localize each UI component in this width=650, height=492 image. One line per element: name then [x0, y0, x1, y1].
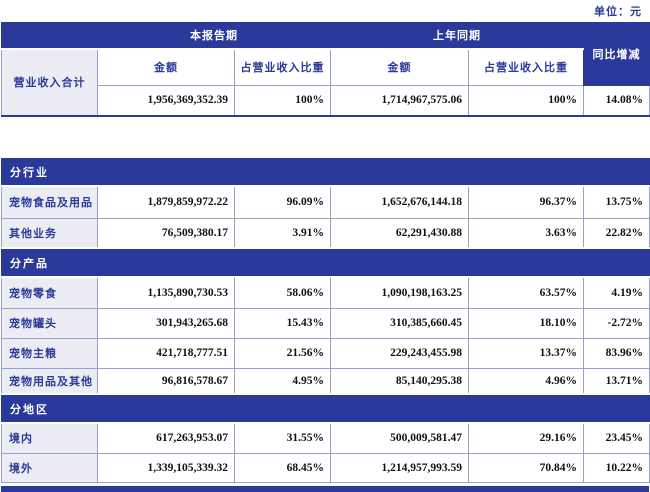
row-label: 宠物用品及其他: [1, 367, 98, 395]
row-label: 其他业务: [1, 217, 98, 249]
current-amount-cell: 76,509,380.17: [97, 217, 235, 249]
current-pct-cell: 3.91%: [234, 217, 331, 249]
table-row: 宠物罐头 301,943,265.68 15.43% 310,385,660.4…: [1, 307, 650, 339]
row-label: 境外: [1, 452, 98, 483]
row-label: 宠物食品及用品: [1, 185, 98, 219]
current-amount-cell: 1,956,369,352.39: [97, 85, 235, 116]
prior-amount-cell: 62,291,430.88: [330, 217, 469, 249]
prior-amount-cell: 1,714,967,575.06: [330, 85, 469, 116]
unit-label: 单位：元: [594, 6, 642, 18]
prior-pct-cell: 29.16%: [468, 422, 584, 454]
pct-header-prior: 占营业收入比重: [468, 47, 584, 86]
yoy-cell: -2.72%: [583, 307, 650, 339]
row-label: 宠物罐头: [1, 307, 98, 339]
current-pct-cell: 96.09%: [234, 185, 331, 219]
prior-amount-cell: 229,243,455.98: [330, 337, 469, 369]
current-amount-cell: 1,339,105,339.32: [97, 452, 235, 483]
section-header-region: 分地区: [1, 393, 650, 424]
current-amount-cell: 301,943,265.68: [97, 307, 235, 339]
current-amount-cell: 617,263,953.07: [97, 422, 235, 454]
table-row: 宠物主粮 421,718,777.51 21.56% 229,243,455.9…: [1, 337, 650, 369]
prior-amount-cell: 1,214,957,993.59: [330, 452, 469, 483]
current-pct-cell: 31.55%: [234, 422, 331, 454]
current-pct-cell: 15.43%: [234, 307, 331, 339]
current-pct-cell: 68.45%: [234, 452, 331, 483]
table-row: 境内 617,263,953.07 31.55% 500,009,581.47 …: [1, 422, 650, 454]
corner-cell: [1, 22, 98, 49]
prior-amount-cell: 1,090,198,163.25: [330, 276, 469, 309]
prior-amount-cell: 500,009,581.47: [330, 422, 469, 454]
current-period-header: 本报告期: [97, 22, 331, 50]
summary-table: 本报告期 上年同期 同比增减 营业收入合计 金额 占营业收入比重 金额 占营业收…: [1, 22, 650, 117]
yoy-cell: 10.22%: [583, 452, 650, 483]
prior-amount-cell: 310,385,660.45: [330, 307, 469, 339]
table-row: 其他业务 76,509,380.17 3.91% 62,291,430.88 3…: [1, 217, 650, 249]
current-amount-cell: 421,718,777.51: [97, 337, 235, 369]
prior-pct-cell: 63.57%: [468, 276, 584, 309]
section-title: 分行业: [1, 158, 650, 187]
row-label: 宠物主粮: [1, 337, 98, 369]
table-row: 宠物食品及用品 1,879,859,972.22 96.09% 1,652,67…: [1, 185, 650, 219]
current-amount-cell: 1,879,859,972.22: [97, 185, 235, 219]
prior-pct-cell: 3.63%: [468, 217, 584, 249]
section-title: 分产品: [1, 247, 650, 278]
yoy-cell: 4.19%: [583, 276, 650, 309]
summary-data-row: 1,956,369,352.39 100% 1,714,967,575.06 1…: [2, 85, 650, 116]
prior-pct-cell: 100%: [468, 85, 584, 116]
yoy-cell: 14.08%: [583, 85, 650, 116]
current-pct-cell: 21.56%: [234, 337, 331, 369]
current-amount-cell: 96,816,578.67: [97, 367, 235, 395]
yoy-cell: 13.75%: [583, 185, 650, 219]
next-section-bar-cutoff: [1, 486, 649, 492]
section-title: 分地区: [1, 393, 650, 424]
current-pct-cell: 100%: [234, 85, 331, 116]
yoy-cell: 83.96%: [583, 337, 650, 369]
yoy-change-header: 同比增减: [583, 22, 650, 86]
table-row: 境外 1,339,105,339.32 68.45% 1,214,957,993…: [1, 452, 650, 483]
pct-header-current: 占营业收入比重: [234, 47, 331, 86]
summary-header-row: 本报告期 上年同期 同比增减: [1, 22, 650, 86]
prior-amount-cell: 85,140,295.38: [330, 367, 469, 395]
section-header-product: 分产品: [1, 247, 650, 278]
current-amount-cell: 1,135,890,730.53: [97, 276, 235, 309]
prior-pct-cell: 70.84%: [468, 452, 584, 483]
prior-amount-cell: 1,652,676,144.18: [330, 185, 469, 219]
amount-header-current: 金额: [97, 47, 235, 86]
prior-pct-cell: 13.37%: [468, 337, 584, 369]
section-header-industry: 分行业: [1, 158, 650, 187]
prior-pct-cell: 96.37%: [468, 185, 584, 219]
total-revenue-label: 营业收入合计: [1, 47, 98, 116]
row-label: 境内: [1, 422, 98, 454]
current-pct-cell: 58.06%: [234, 276, 331, 309]
table-row: 宠物用品及其他 96,816,578.67 4.95% 85,140,295.3…: [1, 367, 650, 395]
amount-header-prior: 金额: [330, 47, 469, 86]
prior-pct-cell: 4.96%: [468, 367, 584, 395]
current-pct-cell: 4.95%: [234, 367, 331, 395]
yoy-cell: 23.45%: [583, 422, 650, 454]
yoy-cell: 22.82%: [583, 217, 650, 249]
table-row: 宠物零食 1,135,890,730.53 58.06% 1,090,198,1…: [1, 276, 650, 309]
yoy-cell: 13.71%: [583, 367, 650, 395]
summary-subheader-row: 营业收入合计 金额 占营业收入比重 金额 占营业收入比重: [1, 47, 650, 116]
row-label: 宠物零食: [1, 276, 98, 309]
breakdown-table: 分行业 宠物食品及用品 1,879,859,972.22 96.09% 1,65…: [1, 158, 650, 483]
prior-pct-cell: 18.10%: [468, 307, 584, 339]
prior-period-header: 上年同期: [330, 22, 584, 50]
